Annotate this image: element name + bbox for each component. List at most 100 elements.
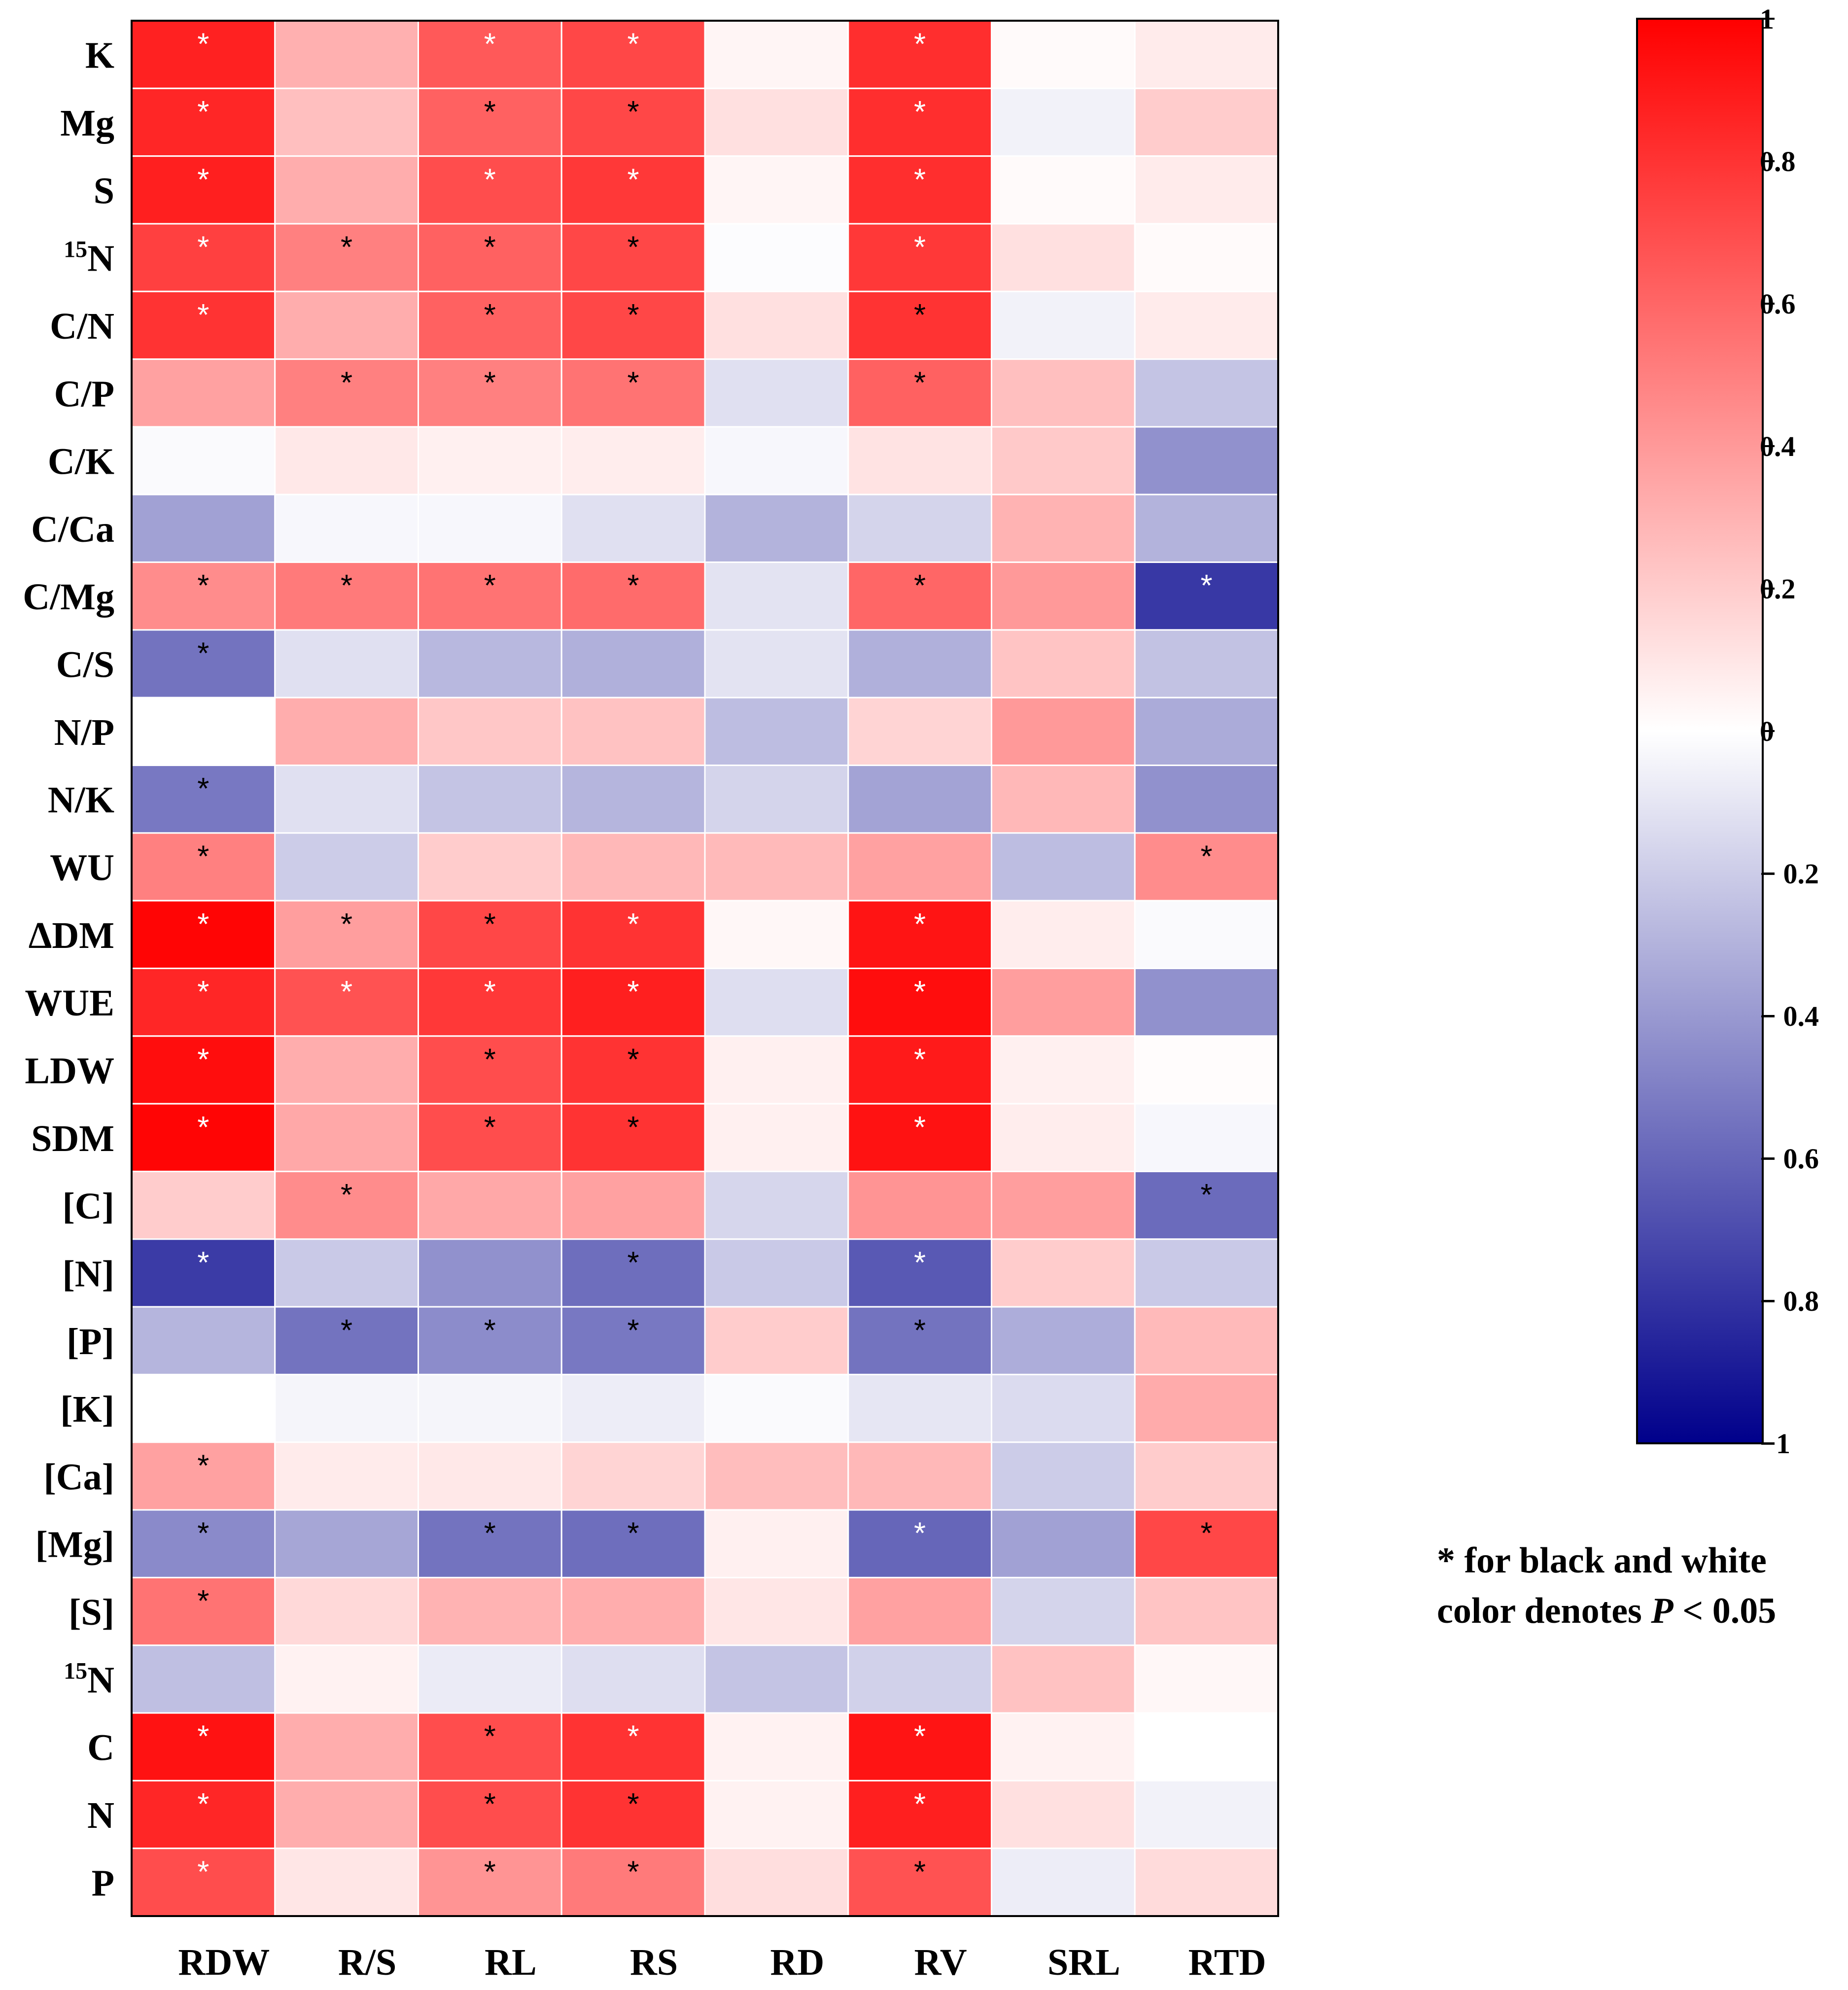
column-label-r-s: R/S [338, 1942, 396, 1983]
heatmap-cell-sdm-srl [991, 1103, 1136, 1172]
significance-star: * [197, 28, 209, 62]
heatmap-cell-wue-rtd [1134, 968, 1279, 1037]
heatmap-cell-n-k-rl [418, 765, 562, 834]
heatmap-cell-mg-rs [560, 1509, 706, 1578]
legend-note-line2: color denotes P < 0.05 [1437, 1586, 1776, 1636]
significance-star: * [197, 95, 209, 129]
significance-star: * [341, 569, 352, 603]
heatmap-cell-s-rd [704, 1576, 849, 1646]
significance-star: * [484, 298, 496, 332]
heatmap-cell-n-p-rl [418, 697, 562, 767]
heatmap-cell-c-s-rs [560, 629, 706, 698]
colorbar-gradient [1636, 18, 1764, 1444]
heatmap-cell-c-rd [704, 1712, 849, 1781]
heatmap-cell-wu-r-s [274, 832, 419, 902]
heatmap-cell-p-srl [991, 1306, 1136, 1375]
heatmap-cell-n-k-rd [704, 765, 849, 834]
heatmap-cell-n-k-rv [847, 765, 992, 834]
significance-legend-note: * for black and white color denotes P < … [1437, 1536, 1776, 1636]
significance-star: * [914, 908, 926, 942]
colorbar-tick-label: − 0.6 [1760, 1143, 1819, 1175]
colorbar-tick-label: − 0.4 [1760, 1000, 1819, 1032]
heatmap-cell-mg-rl [418, 87, 562, 157]
heatmap-cell-s-r-s [274, 1576, 419, 1646]
heatmap-cells [131, 20, 1279, 1917]
heatmap-cell-ca-rv [847, 1441, 992, 1511]
significance-star: * [197, 1517, 209, 1551]
heatmap-cell-n-p-rv [847, 697, 992, 767]
heatmap-cell-dm-rs [560, 900, 706, 970]
row-label-n: [N] [62, 1253, 114, 1294]
heatmap-cell-n-rl [418, 1780, 562, 1850]
heatmap-cell-c-ca-rv [847, 493, 992, 563]
significance-star: * [484, 908, 496, 942]
heatmap-cell-n-k-rtd [1134, 765, 1279, 834]
row-label-c: [C] [62, 1186, 114, 1227]
heatmap-cell-dm-r-s [274, 900, 419, 970]
significance-star: * [628, 231, 639, 265]
heatmap-cell-mg-rdw [131, 1509, 276, 1578]
heatmap-cell-n-p-srl [991, 697, 1136, 767]
heatmap-cell-c-s-srl [991, 629, 1136, 698]
heatmap-cell-p-srl [991, 1848, 1136, 1917]
heatmap-cell-mg-rd [704, 1509, 849, 1578]
heatmap-cell-wu-rv [847, 832, 992, 902]
significance-star: * [197, 231, 209, 265]
heatmap-cell-ca-rtd [1134, 1441, 1279, 1511]
significance-star: * [197, 1043, 209, 1077]
column-label-rtd: RTD [1188, 1942, 1266, 1983]
heatmap-cell-n-p-rs [560, 697, 706, 767]
heatmap-cell-n-r-s [274, 1238, 419, 1308]
heatmap-cell-mg-srl [991, 87, 1136, 157]
heatmap-cell-ldw-rv [847, 1035, 992, 1105]
heatmap-cell-p-rdw [131, 1306, 276, 1375]
heatmap-cell-s-r-s [274, 155, 419, 225]
heatmap-cell-n-rdw [131, 1780, 276, 1850]
row-label-c-n: C/N [50, 306, 114, 347]
colorbar-tick-label: 0 [1760, 715, 1774, 747]
heatmap-cell-p-rv [847, 1848, 992, 1917]
heatmap-cell-n-rtd [1134, 1780, 1279, 1850]
heatmap-cell-c-rv [847, 1712, 992, 1781]
significance-star: * [914, 28, 926, 62]
significance-star: * [628, 298, 639, 332]
heatmap-cell-sdm-rtd [1134, 1103, 1279, 1172]
significance-star: * [197, 908, 209, 942]
heatmap-cell-c-mg-r-s [274, 561, 419, 631]
heatmap-cell-n-rtd [1134, 1238, 1279, 1308]
heatmap-cell-c-n-rv [847, 290, 992, 360]
significance-star: * [914, 1855, 926, 1889]
heatmap-cell-ldw-rl [418, 1035, 562, 1105]
significance-star: * [914, 1720, 926, 1754]
heatmap-cell-k-rs [560, 1373, 706, 1443]
heatmap-cell-c-rdw [131, 1170, 276, 1240]
significance-star: * [484, 231, 496, 265]
significance-star: * [1201, 569, 1213, 603]
heatmap-cell-k-srl [991, 20, 1136, 89]
heatmap-cell-c-p-rl [418, 358, 562, 428]
heatmap-cell-c-srl [991, 1712, 1136, 1781]
heatmap-cell-c-ca-rtd [1134, 493, 1279, 563]
significance-star: * [484, 1111, 496, 1145]
significance-star: * [484, 366, 496, 400]
heatmap-cell-dm-srl [991, 900, 1136, 970]
colorbar-tick-label: − 0.8 [1760, 1285, 1819, 1317]
row-labels: K Mg S 15N C/N C/P C/K C/Ca C/Mg C/S N/P N/K WU ΔDM WU… [23, 35, 114, 1904]
heatmap-cell-c-ca-rd [704, 493, 849, 563]
significance-star: * [484, 569, 496, 603]
heatmap-cell-c-p-rd [704, 358, 849, 428]
significance-star: * [914, 569, 926, 603]
heatmap-cell-c-rv [847, 1170, 992, 1240]
heatmap-cell-wue-srl [991, 968, 1136, 1037]
significance-star: * [341, 1178, 352, 1212]
heatmap-cell-c-k-rv [847, 426, 992, 495]
row-label-s: [S] [69, 1592, 114, 1633]
heatmap-cell-c-ca-r-s [274, 493, 419, 563]
heatmap-cell-wue-r-s [274, 968, 419, 1037]
heatmap-cell-s-rl [418, 1576, 562, 1646]
heatmap-cell-c-ca-srl [991, 493, 1136, 563]
heatmap-cell-mg-rtd [1134, 1509, 1279, 1578]
colorbar-tick-label: 0.6 [1760, 288, 1796, 320]
heatmap-cell-p-rl [418, 1848, 562, 1917]
